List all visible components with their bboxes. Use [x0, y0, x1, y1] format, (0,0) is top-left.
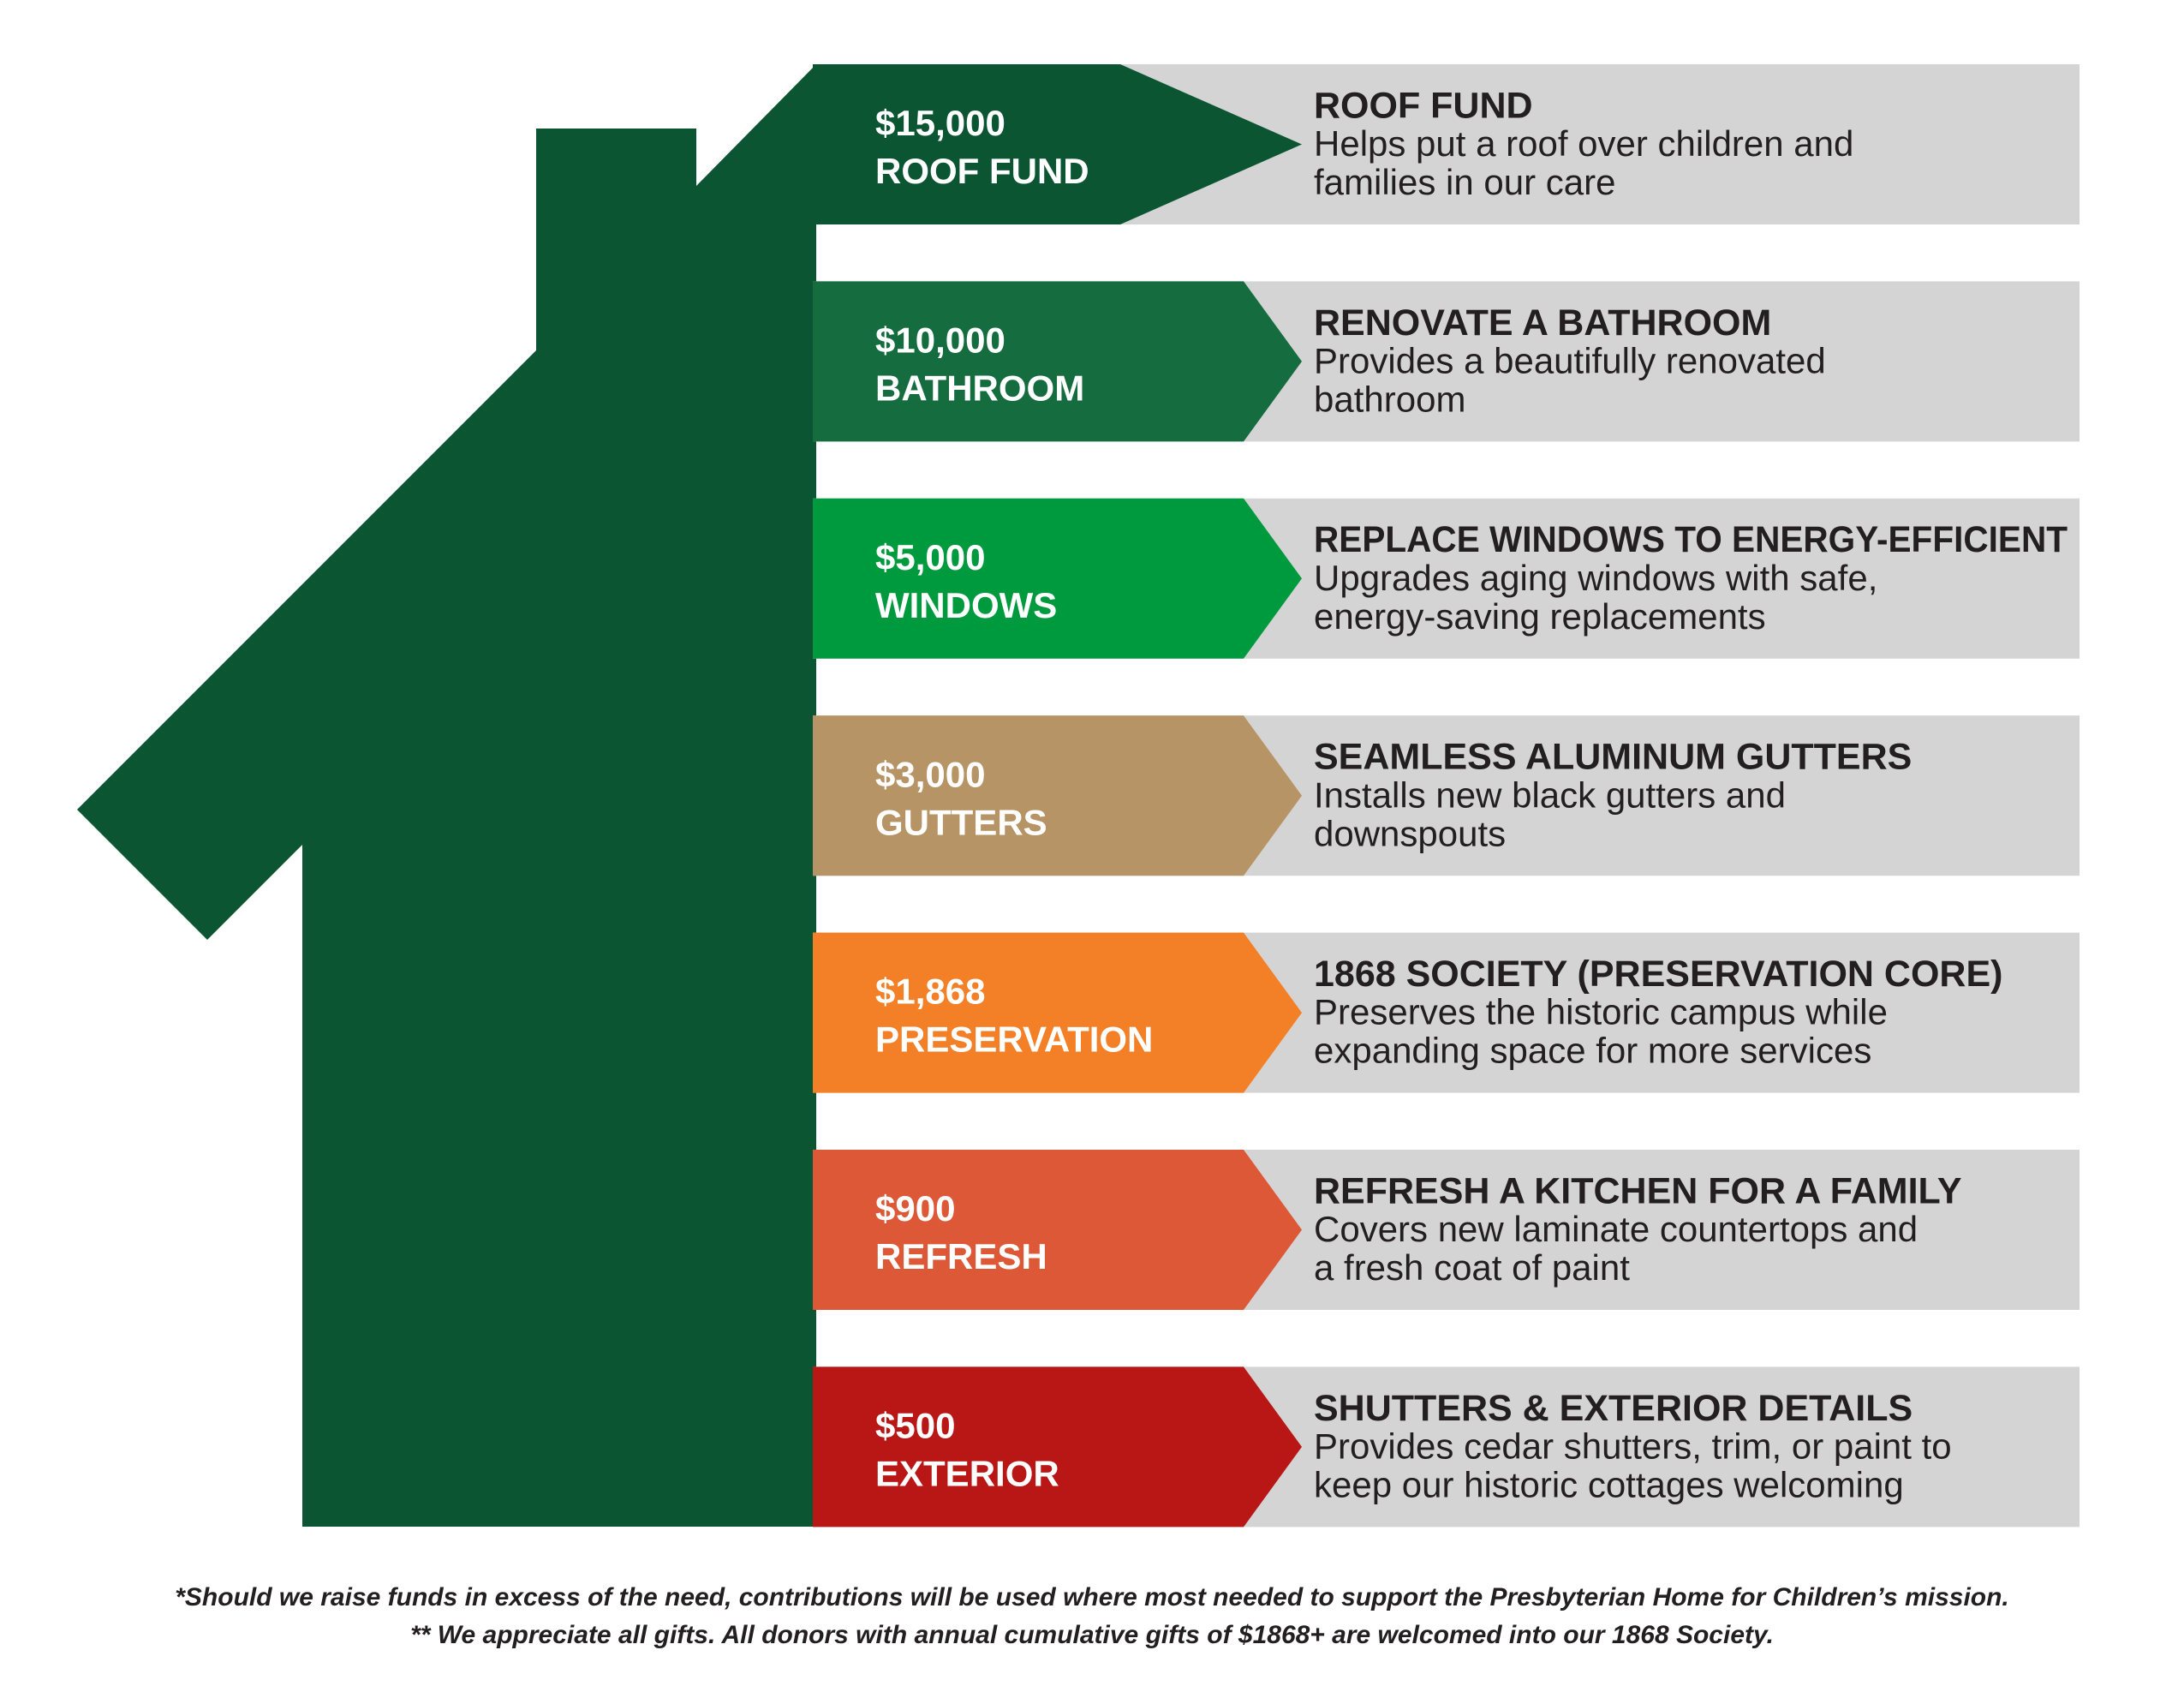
- tier-amount: $5,000: [875, 537, 985, 577]
- tier-arrow: [813, 281, 1302, 442]
- tier-label: ROOF FUND: [875, 151, 1089, 191]
- tier-arrow: [813, 1366, 1302, 1528]
- tier-title: SEAMLESS ALUMINUM GUTTERS: [1314, 737, 1912, 778]
- tier-description: a fresh coat of paint: [1314, 1247, 1630, 1288]
- house: [77, 64, 816, 1527]
- tier-title: REPLACE WINDOWS TO ENERGY-EFFICIENT: [1314, 519, 2068, 560]
- tier-description: families in our care: [1314, 162, 1615, 202]
- tier-label: GUTTERS: [875, 802, 1047, 842]
- tier-title: SHUTTERS & EXTERIOR DETAILS: [1314, 1388, 1912, 1429]
- tier-label: WINDOWS: [875, 585, 1057, 625]
- tier-title: REFRESH A KITCHEN FOR A FAMILY: [1314, 1170, 1962, 1211]
- tier-description: Provides cedar shutters, trim, or paint …: [1314, 1426, 1952, 1466]
- tier-label: BATHROOM: [875, 368, 1084, 408]
- tier-arrow: [813, 64, 1302, 224]
- tier-description: keep our historic cottages welcoming: [1314, 1464, 1904, 1504]
- tier-description: bathroom: [1314, 379, 1465, 419]
- tier-arrow: [813, 498, 1302, 659]
- tier-amount: $500: [875, 1405, 955, 1445]
- tier-description: Installs new black gutters and: [1314, 774, 1786, 815]
- footnote: *Should we raise funds in excess of the …: [175, 1583, 2009, 1611]
- tier-arrow: [813, 715, 1302, 876]
- tier-label: EXTERIOR: [875, 1453, 1059, 1493]
- tier-label: PRESERVATION: [875, 1019, 1153, 1060]
- tier-amount: $900: [875, 1188, 955, 1229]
- tier-description: energy-saving replacements: [1314, 596, 1766, 637]
- tier-description: downspouts: [1314, 813, 1506, 853]
- tier-title: 1868 SOCIETY (PRESERVATION CORE): [1314, 954, 2002, 995]
- tier-amount: $10,000: [875, 320, 1005, 360]
- tier-arrow: [813, 932, 1302, 1093]
- tier-description: Covers new laminate countertops and: [1314, 1209, 1918, 1249]
- tier-description: Upgrades aging windows with safe,: [1314, 558, 1877, 598]
- tier-arrow: [813, 1150, 1302, 1310]
- tier-description: Provides a beautifully renovated: [1314, 340, 1826, 380]
- tier-label: REFRESH: [875, 1236, 1047, 1276]
- tier-amount: $1,868: [875, 972, 985, 1012]
- tier-description: Helps put a roof over children and: [1314, 123, 1853, 164]
- tier-title: RENOVATE A BATHROOM: [1314, 302, 1771, 344]
- tier-description: expanding space for more services: [1314, 1031, 1871, 1071]
- tier-amount: $15,000: [875, 103, 1005, 143]
- tier-title: ROOF FUND: [1314, 85, 1533, 126]
- tier-amount: $3,000: [875, 754, 985, 794]
- footnote: ** We appreciate all gifts. All donors w…: [410, 1621, 1774, 1649]
- tier-description: Preserves the historic campus while: [1314, 992, 1888, 1032]
